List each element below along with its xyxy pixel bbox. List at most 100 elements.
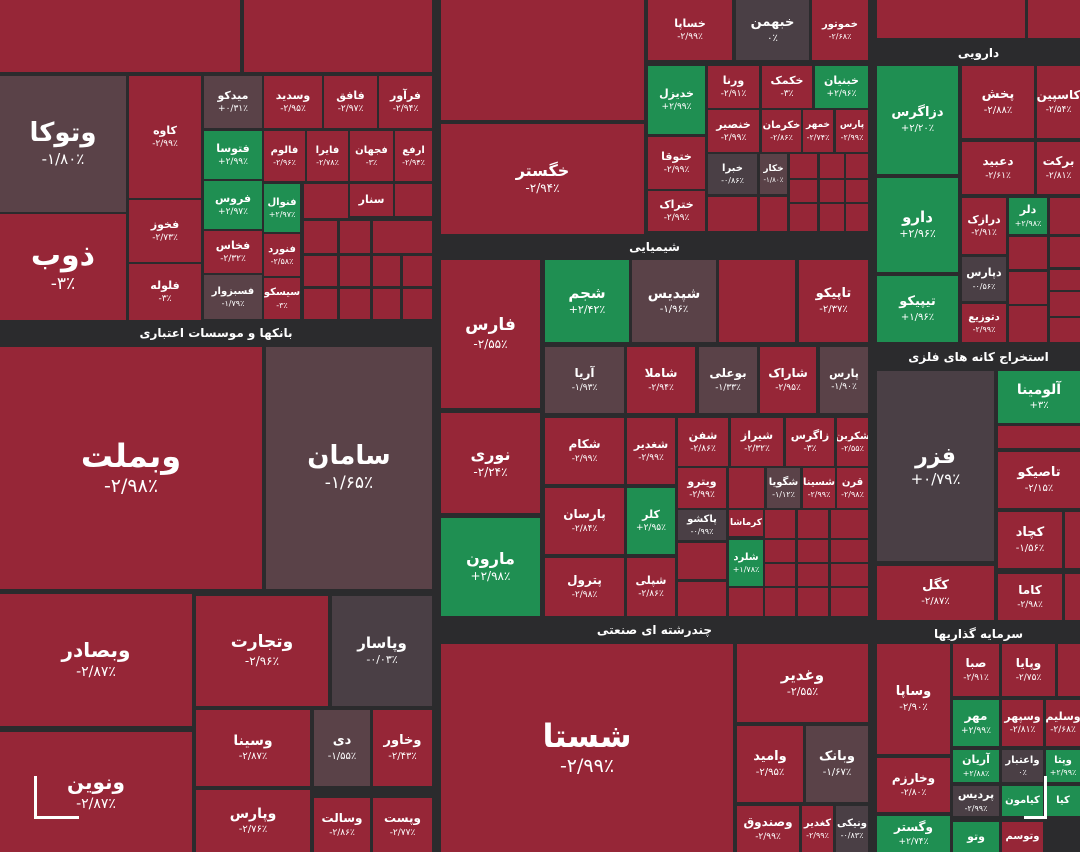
stock-tile[interactable] — [765, 510, 795, 538]
stock-tile[interactable] — [373, 221, 432, 253]
stock-tile-khodzel[interactable]: خدیزل +۲/۹۹٪ — [648, 66, 705, 134]
stock-tile-shejam[interactable]: شجم +۲/۴۲٪ — [545, 260, 629, 342]
stock-tile-pars[interactable]: پارس -۲/۹۹٪ — [836, 110, 868, 152]
stock-tile[interactable] — [304, 256, 337, 286]
stock-tile[interactable] — [729, 588, 763, 616]
stock-tile-fayra[interactable]: فایرا -۲/۷۸٪ — [307, 131, 348, 181]
stock-tile-foros[interactable]: فروس +۲/۹۷٪ — [204, 181, 262, 229]
stock-tile-sherad[interactable]: شلرد +۱/۷۸٪ — [729, 540, 763, 586]
stock-tile-tapiko[interactable]: تاپیکو -۲/۳۷٪ — [799, 260, 868, 342]
stock-tile-parsan[interactable]: پارسان -۲/۸۴٪ — [545, 488, 624, 554]
stock-tile[interactable] — [790, 180, 817, 202]
stock-tile-shghadir[interactable]: شغدیر -۲/۹۹٪ — [627, 418, 675, 484]
stock-tile-shepli[interactable]: شپلی -۲/۸۶٪ — [627, 558, 675, 616]
stock-tile-vpaya[interactable]: وپایا -۲/۷۵٪ — [1002, 644, 1055, 696]
stock-tile-vsalim[interactable]: وسلیم -۲/۶۸٪ — [1046, 700, 1080, 746]
stock-tile-faloleh[interactable]: فلوله -۳٪ — [129, 264, 201, 320]
stock-tile[interactable] — [729, 468, 764, 508]
stock-tile[interactable] — [304, 221, 337, 253]
stock-tile-varna[interactable]: ورنا -۲/۹۱٪ — [708, 66, 759, 108]
stock-tile[interactable] — [820, 180, 844, 202]
stock-tile-fsbzvar[interactable]: فسبزوار -۱/۷۹٪ — [204, 275, 262, 319]
stock-tile-vtejarat[interactable]: وتجارت -۲/۹۶٪ — [196, 596, 328, 706]
stock-tile-fjahan[interactable]: فجهان -۳٪ — [350, 131, 393, 181]
stock-tile-zagros[interactable]: زاگرس -۳٪ — [786, 418, 834, 466]
stock-tile-vpasar[interactable]: وپاسار -۰/۰۳٪ — [332, 596, 432, 706]
stock-tile[interactable] — [798, 540, 828, 562]
stock-tile-alumina[interactable]: آلومینا +۳٪ — [998, 371, 1080, 423]
stock-tile-shasta[interactable]: شستا -۲/۹۹٪ — [441, 644, 733, 852]
stock-tile[interactable] — [760, 197, 787, 231]
stock-tile[interactable] — [846, 154, 868, 178]
stock-tile-drazak[interactable]: درازک -۲/۹۱٪ — [962, 198, 1006, 254]
stock-tile-vghadir[interactable]: وغدیر -۲/۵۵٪ — [737, 644, 868, 722]
stock-tile-kalar[interactable]: کلر +۲/۹۵٪ — [627, 488, 675, 554]
stock-tile-khekmek[interactable]: خکمک -۳٪ — [762, 66, 812, 108]
stock-tile[interactable] — [304, 184, 348, 218]
stock-tile[interactable] — [708, 197, 757, 231]
stock-tile-fars[interactable]: فارس -۲/۵۵٪ — [441, 260, 540, 408]
stock-tile[interactable] — [765, 540, 795, 562]
stock-tile-pardis[interactable]: پردیس -۲/۹۹٪ — [953, 786, 999, 816]
stock-tile-khesapa[interactable]: خساپا -۲/۹۹٪ — [648, 0, 732, 60]
stock-tile-tipiko[interactable]: تیپیکو +۱/۹۶٪ — [877, 276, 958, 342]
stock-tile-fakhouz[interactable]: فخوز -۲/۷۳٪ — [129, 200, 201, 262]
stock-tile-erfa[interactable]: ارفع -۲/۹۴٪ — [395, 131, 432, 181]
stock-tile-tasiko[interactable]: تاصیکو -۲/۱۵٪ — [998, 452, 1080, 508]
stock-tile-petrol[interactable]: پترول -۲/۹۸٪ — [545, 558, 624, 616]
stock-tile[interactable] — [1058, 644, 1080, 696]
stock-tile[interactable] — [1028, 0, 1080, 38]
stock-tile-vitro[interactable]: ویترو -۲/۹۹٪ — [678, 468, 726, 508]
stock-tile-vsepehr[interactable]: وسپهر -۲/۸۱٪ — [1002, 700, 1043, 746]
stock-tile-faravar[interactable]: فرآور -۲/۹۴٪ — [379, 76, 432, 128]
stock-tile-saman[interactable]: سامان -۱/۶۵٪ — [266, 347, 432, 589]
stock-tile-vkiya[interactable]: کیا — [1046, 786, 1080, 816]
stock-tile[interactable] — [304, 289, 337, 319]
stock-tile[interactable] — [846, 204, 868, 231]
stock-tile-pakhsh[interactable]: پخش -۲/۸۸٪ — [962, 66, 1034, 138]
stock-tile-vpeta[interactable]: وپتا +۲/۹۹٪ — [1046, 750, 1080, 782]
stock-tile-vsandoq[interactable]: وصندوق -۲/۹۹٪ — [737, 806, 799, 852]
stock-tile-shamla[interactable]: شاملا -۲/۹۴٪ — [627, 347, 695, 413]
stock-tile-sharak[interactable]: شاراک -۲/۹۵٪ — [760, 347, 816, 413]
stock-tile[interactable] — [1009, 272, 1047, 304]
stock-tile-vsapa[interactable]: وساپا -۲/۹۰٪ — [877, 644, 950, 754]
stock-tile-kermasha[interactable]: کرماشا — [729, 510, 763, 536]
stock-tile[interactable] — [790, 204, 817, 231]
stock-tile-shepdis[interactable]: شپدیس -۱/۹۶٪ — [632, 260, 716, 342]
stock-tile-khbahman[interactable]: خبهمن ۰٪ — [736, 0, 809, 60]
stock-tile-khtrak[interactable]: ختراک -۲/۹۹٪ — [648, 191, 705, 231]
stock-tile[interactable] — [1050, 318, 1080, 342]
stock-tile[interactable] — [877, 0, 1025, 38]
stock-tile-siskoo[interactable]: سیسکو -۳٪ — [264, 278, 300, 319]
stock-tile-khmotor[interactable]: خموتور -۲/۶۸٪ — [812, 0, 868, 60]
stock-tile-vtoo[interactable]: وتو — [953, 822, 999, 852]
stock-tile-khkar[interactable]: خکار -۱/۸۰٪ — [760, 154, 787, 194]
stock-tile-dtozi[interactable]: دتوزیع -۲/۹۹٪ — [962, 304, 1006, 342]
stock-tile-arya[interactable]: آریا -۱/۹۳٪ — [545, 347, 624, 413]
stock-tile[interactable] — [1065, 574, 1080, 620]
stock-tile-fkhas[interactable]: فخاس -۲/۳۲٪ — [204, 231, 262, 273]
stock-tile-khgostar[interactable]: خگستر -۲/۹۴٪ — [441, 124, 644, 234]
stock-tile[interactable] — [831, 540, 868, 562]
stock-tile[interactable] — [1050, 270, 1080, 290]
stock-tile-vbank[interactable]: وبانک -۱/۶۷٪ — [806, 726, 868, 802]
stock-tile-khtoga[interactable]: ختوقا -۲/۹۹٪ — [648, 137, 705, 189]
stock-tile-vpars[interactable]: وپارس -۲/۷۶٪ — [196, 790, 310, 852]
stock-tile[interactable] — [678, 582, 726, 616]
stock-tile-vbmellat[interactable]: وبملت -۲/۹۸٪ — [0, 347, 262, 589]
stock-tile[interactable] — [403, 289, 432, 319]
stock-tile[interactable] — [798, 510, 828, 538]
stock-tile[interactable] — [441, 0, 644, 120]
stock-tile[interactable] — [846, 180, 868, 202]
stock-tile[interactable] — [340, 221, 370, 253]
stock-tile[interactable] — [820, 204, 844, 231]
stock-tile[interactable] — [1065, 512, 1080, 568]
stock-tile-vpost[interactable]: وپست -۲/۷۷٪ — [373, 798, 432, 852]
stock-tile[interactable] — [798, 564, 828, 586]
stock-tile[interactable] — [831, 510, 868, 538]
stock-tile-shefan[interactable]: شفن -۲/۸۶٪ — [678, 418, 728, 466]
stock-tile-vgostar[interactable]: وگستر +۲/۷۴٪ — [877, 816, 950, 852]
stock-tile-barakat[interactable]: برکت -۲/۸۱٪ — [1037, 142, 1080, 194]
stock-tile-midko[interactable]: میدکو +۰/۳۱٪ — [204, 76, 262, 128]
